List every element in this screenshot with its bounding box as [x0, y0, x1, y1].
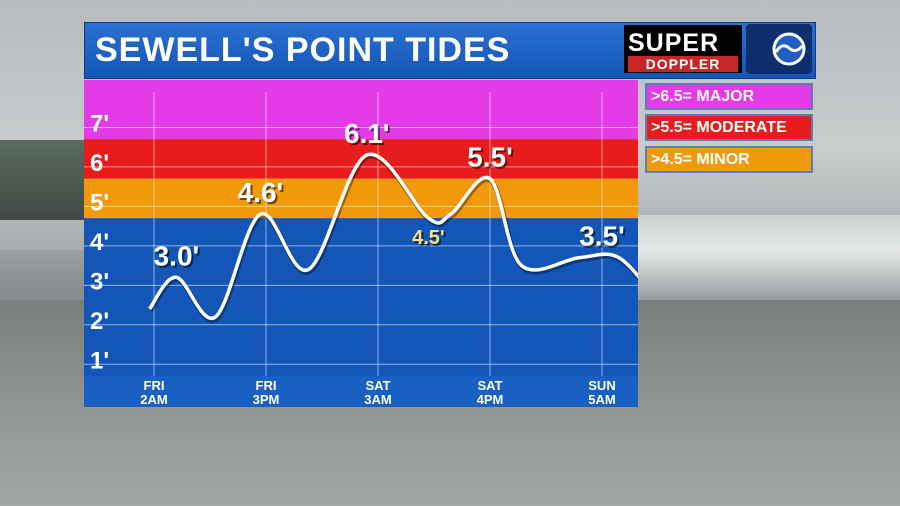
data-label: 3.0' — [154, 240, 200, 271]
y-tick-label: 6' — [90, 150, 109, 177]
x-tick-day: FRI — [144, 378, 165, 393]
x-tick-day: SUN — [588, 378, 615, 393]
logo-doppler: DOPPLER — [628, 56, 738, 72]
x-axis-strip — [84, 376, 638, 407]
band-minor — [84, 178, 638, 219]
y-tick-label: 4' — [90, 229, 109, 256]
x-tick-day: SAT — [365, 378, 390, 393]
data-label: 5.5' — [467, 142, 513, 173]
data-label-shadow: 3.0' — [156, 242, 202, 273]
station-logo: SUPER DOPPLER — [624, 22, 814, 76]
y-tick-label: 5' — [90, 189, 109, 216]
wave-icon — [772, 32, 806, 66]
legend-item: >5.5= MODERATE — [645, 114, 813, 141]
data-label: 6.1' — [344, 118, 390, 149]
logo-box: SUPER DOPPLER — [624, 25, 742, 73]
logo-ten — [746, 24, 812, 74]
y-tick-label: 7' — [90, 110, 109, 137]
x-tick-day: FRI — [256, 378, 277, 393]
data-label-shadow: 5.5' — [469, 144, 515, 175]
tide-line — [148, 152, 638, 321]
tide-chart: 1'2'3'4'5'6'7'FRI2AMFRI3PMSAT3AMSAT4PMSU… — [84, 80, 638, 407]
x-tick-time: 3PM — [253, 392, 280, 407]
band-normal — [84, 218, 638, 376]
data-label-shadow: 6.1' — [346, 120, 392, 151]
data-label-shadow: 3.5' — [581, 223, 627, 254]
data-label: 4.5' — [412, 227, 445, 249]
y-tick-label: 2' — [90, 308, 109, 335]
y-tick-label: 3' — [90, 268, 109, 295]
x-tick-time: 4PM — [477, 392, 504, 407]
x-tick-time: 5AM — [588, 392, 615, 407]
x-tick-day: SAT — [477, 378, 502, 393]
band-major — [84, 80, 638, 140]
background-house — [0, 140, 85, 220]
logo-super: SUPER — [628, 29, 720, 57]
legend-item: >6.5= MAJOR — [645, 83, 813, 110]
chart-title: SEWELL'S POINT TIDES — [95, 31, 511, 69]
x-tick-time: 3AM — [364, 392, 391, 407]
x-tick-time: 2AM — [140, 392, 167, 407]
data-label: 4.6' — [238, 177, 284, 208]
data-label: 3.5' — [579, 221, 625, 252]
legend-item: >4.5= MINOR — [645, 146, 813, 173]
data-label-shadow: 4.5' — [414, 229, 447, 251]
y-tick-label: 1' — [90, 347, 109, 374]
data-label-shadow: 4.6' — [240, 179, 286, 210]
